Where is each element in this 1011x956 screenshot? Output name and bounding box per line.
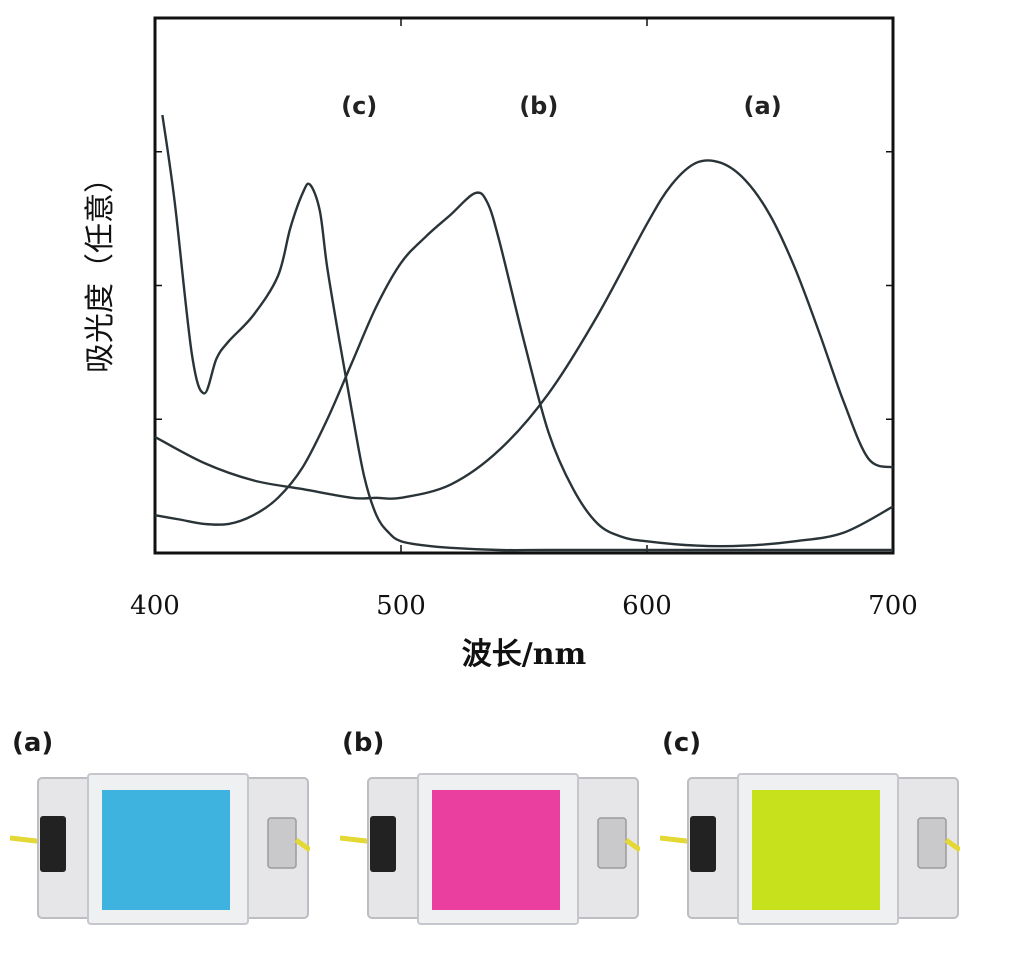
dark-electrode-clip [40,816,66,872]
light-electrode-clip [597,817,627,869]
x-tick-label: 400 [130,591,180,621]
x-axis-title: 波长/nm [462,637,587,672]
right-wire [294,837,310,853]
cell-photo: (c) [660,728,960,948]
series-annotations: (c) (b) (a) [341,92,782,120]
cell-photo-label: (a) [12,728,54,758]
colored-film [102,790,230,910]
electrochromic-cell-image [340,773,640,925]
series-annotation: (b) [519,92,558,120]
right-wire [624,837,640,853]
colored-film [432,790,560,910]
series-annotation: (c) [341,92,377,120]
series-group [154,114,894,552]
x-tick-labels: 400 500 600 700 [130,591,918,621]
right-wire [944,837,960,853]
cell-photo-label: (c) [662,728,702,758]
series-line-a [154,159,894,500]
cell-photo: (b) [340,728,640,948]
x-tick-label: 500 [376,591,426,621]
series-line-c [161,114,893,552]
cell-photo-label: (b) [342,728,385,758]
x-tick-label: 700 [868,591,918,621]
series-annotation: (a) [744,92,782,120]
electrochromic-cell-image [660,773,960,925]
series-line-b [154,191,894,548]
dark-electrode-clip [370,816,396,872]
tick-marks [154,18,894,553]
absorbance-chart: 400 500 600 700 (c) (b) (a) 波长/nm 吸光度（任意） [83,16,918,672]
x-tick-label: 600 [622,591,672,621]
dark-electrode-clip [690,816,716,872]
light-electrode-clip [267,817,297,869]
electrochromic-cell-image [10,773,310,925]
light-electrode-clip [917,817,947,869]
y-axis-title: 吸光度（任意） [83,163,118,373]
cell-photo: (a) [10,728,310,948]
colored-film [752,790,880,910]
